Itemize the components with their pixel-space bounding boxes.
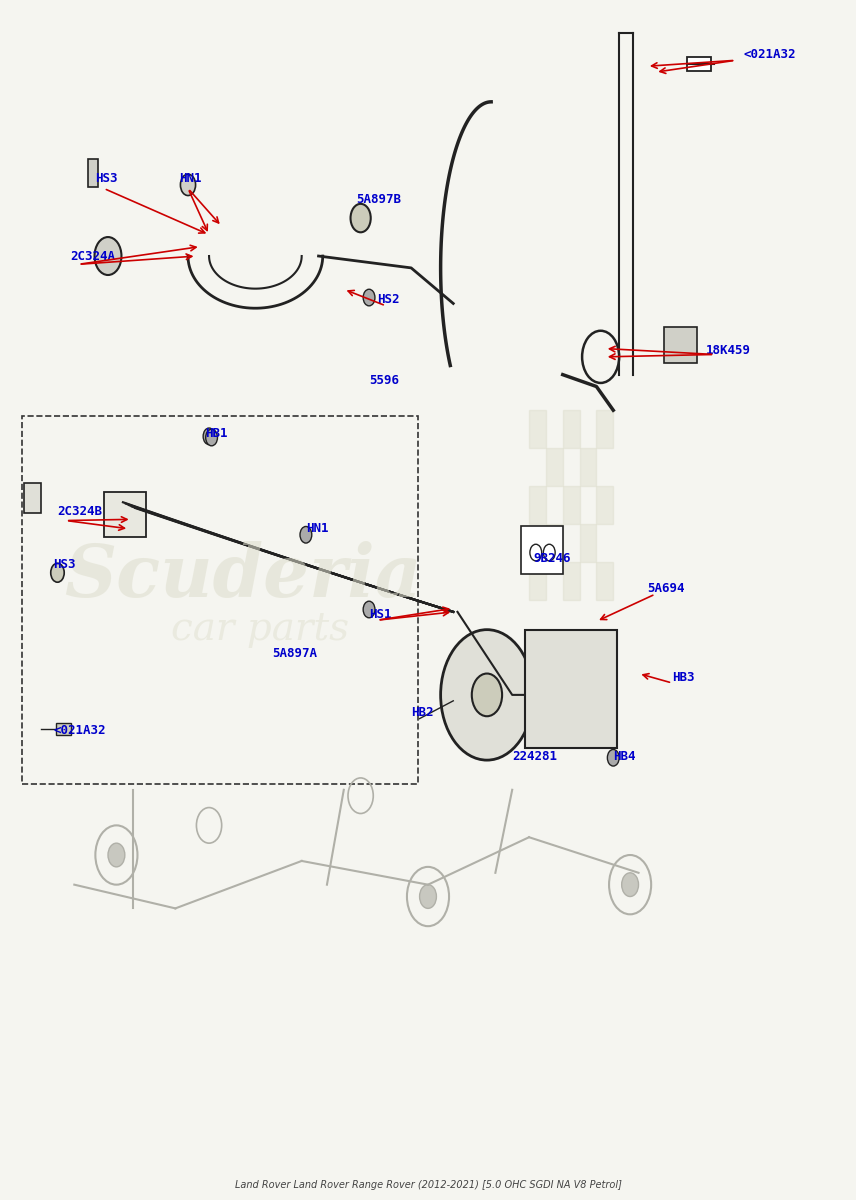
Circle shape <box>51 563 64 582</box>
Text: HB2: HB2 <box>411 706 434 719</box>
Text: HS3: HS3 <box>53 558 76 571</box>
Bar <box>580 448 597 486</box>
Circle shape <box>472 673 502 716</box>
Bar <box>529 410 546 448</box>
Bar <box>22 416 418 784</box>
Bar <box>597 562 613 600</box>
Circle shape <box>608 750 619 766</box>
Bar <box>597 410 613 448</box>
Circle shape <box>205 430 217 446</box>
Circle shape <box>203 428 215 445</box>
Text: Land Rover Land Rover Range Rover (2012-2021) [5.0 OHC SGDI NA V8 Petrol]: Land Rover Land Rover Range Rover (2012-… <box>235 1181 621 1190</box>
Bar <box>580 524 597 562</box>
Text: 5A897A: 5A897A <box>272 647 318 660</box>
Bar <box>663 328 698 362</box>
Circle shape <box>350 204 371 233</box>
Bar <box>597 486 613 524</box>
Bar <box>88 158 98 187</box>
Text: HS2: HS2 <box>377 294 400 306</box>
Text: HB3: HB3 <box>672 671 695 684</box>
Circle shape <box>363 289 375 306</box>
Text: 5A694: 5A694 <box>647 582 685 595</box>
Circle shape <box>181 174 195 196</box>
Bar <box>520 527 562 574</box>
Bar <box>562 562 580 600</box>
Text: 224281: 224281 <box>512 750 557 763</box>
Circle shape <box>94 238 122 275</box>
Circle shape <box>441 630 533 760</box>
Text: 2C324B: 2C324B <box>57 504 103 517</box>
Circle shape <box>621 872 639 896</box>
Text: 5596: 5596 <box>369 374 399 388</box>
Text: HB4: HB4 <box>613 750 636 763</box>
Text: HN1: HN1 <box>180 173 202 186</box>
Bar <box>562 486 580 524</box>
Text: HN1: HN1 <box>306 522 329 535</box>
Text: 2C324A: 2C324A <box>70 250 115 263</box>
Circle shape <box>108 844 125 866</box>
Text: car parts: car parts <box>170 611 348 648</box>
Text: 5A897B: 5A897B <box>356 192 401 205</box>
Bar <box>546 448 562 486</box>
Text: Scuderia: Scuderia <box>64 541 421 612</box>
Bar <box>529 486 546 524</box>
Bar <box>529 562 546 600</box>
Text: <021A32: <021A32 <box>53 724 106 737</box>
Bar <box>104 492 146 538</box>
Bar <box>546 524 562 562</box>
Text: HS1: HS1 <box>369 607 391 620</box>
Text: HB1: HB1 <box>205 427 228 440</box>
Circle shape <box>300 527 312 544</box>
Bar <box>687 56 711 71</box>
Text: HS3: HS3 <box>95 173 118 186</box>
Bar <box>56 724 71 736</box>
Circle shape <box>419 884 437 908</box>
Bar <box>562 410 580 448</box>
Text: 9B246: 9B246 <box>533 552 571 565</box>
Text: <021A32: <021A32 <box>744 48 796 61</box>
Text: 18K459: 18K459 <box>706 344 751 358</box>
Circle shape <box>363 601 375 618</box>
Bar <box>525 630 617 749</box>
Bar <box>24 482 40 514</box>
